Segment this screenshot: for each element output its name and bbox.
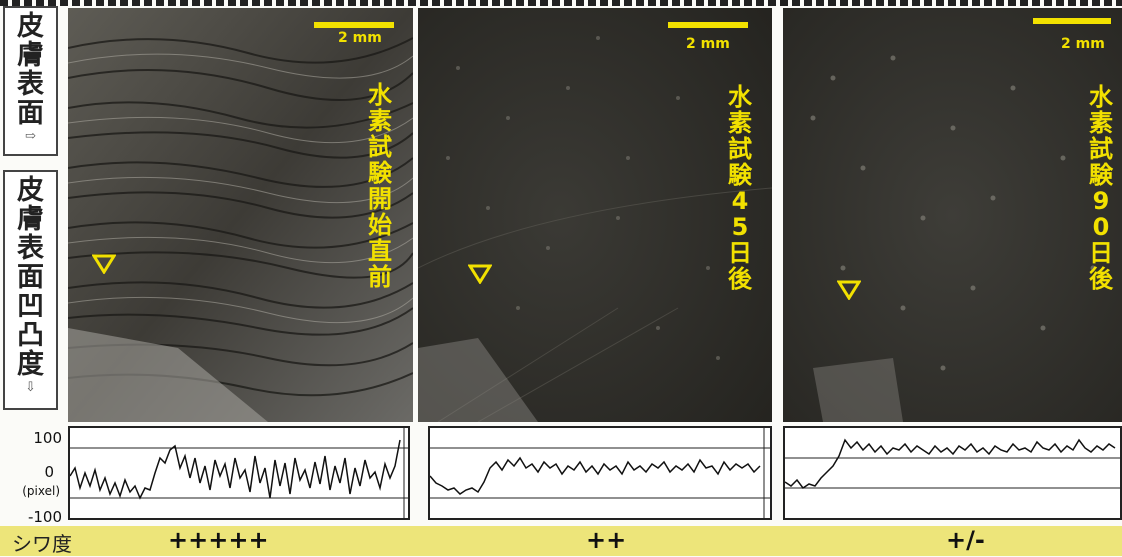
- label-char: 凹: [17, 291, 44, 322]
- scale-label: 2 mm: [338, 30, 382, 46]
- skin-surface-label: 皮 膚 表 面 ⇨: [3, 6, 58, 156]
- triangle-marker-icon: [468, 264, 492, 284]
- skin-photo-90days: 2 mm 水素試験90日後: [783, 8, 1122, 422]
- roughness-profile-before: [68, 426, 410, 520]
- roughness-profile-90days: [783, 426, 1122, 520]
- panel-caption: 水素試験90日後: [1089, 83, 1113, 293]
- label-char: 皮: [17, 11, 44, 42]
- label-char: 度: [17, 349, 44, 380]
- skin-texture-image: [783, 8, 1122, 422]
- label-char: 膚: [17, 204, 44, 235]
- scale-bar: [314, 22, 394, 28]
- top-dashed-border: [0, 0, 1122, 6]
- wrinkle-rating-before: +++++: [168, 526, 269, 554]
- scale-label: 2 mm: [686, 36, 730, 52]
- skin-roughness-label: 皮 膚 表 面 凹 凸 度 ⇩: [3, 170, 58, 410]
- wrinkle-rating-90days: +/-: [946, 526, 985, 554]
- triangle-marker-icon: [837, 280, 861, 300]
- scale-bar: [1033, 18, 1111, 24]
- right-arrow-icon: ⇨: [25, 129, 36, 144]
- panel-caption: 水素試験開始直前: [368, 81, 392, 291]
- profile-plot: [429, 428, 770, 518]
- label-char: 面: [17, 262, 44, 293]
- profile-plot: [784, 438, 1120, 490]
- axis-label-top: 100: [33, 429, 62, 447]
- label-char: 表: [17, 233, 44, 264]
- label-char: 膚: [17, 40, 44, 71]
- skin-texture-image: [418, 8, 772, 422]
- wrinkle-rating-45days: ++: [586, 526, 627, 554]
- panel-caption: 水素試験45日後: [728, 83, 752, 293]
- skin-photo-45days: 2 mm 水素試験45日後: [418, 8, 772, 422]
- label-char: 皮: [17, 175, 44, 206]
- down-arrow-icon: ⇩: [25, 380, 36, 395]
- scale-label: 2 mm: [1061, 36, 1105, 52]
- label-char: 表: [17, 69, 44, 100]
- scale-bar: [668, 22, 748, 28]
- wrinkle-rating-band: シワ度 +++++ ++ +/-: [0, 526, 1122, 556]
- label-char: 凸: [17, 320, 44, 351]
- roughness-profile-45days: [428, 426, 772, 520]
- triangle-marker-icon: [92, 254, 116, 274]
- label-char: 面: [17, 98, 44, 129]
- wrinkle-degree-label: シワ度: [12, 532, 72, 556]
- skin-photo-before: 2 mm 水素試験開始直前: [68, 8, 413, 422]
- axis-label-bottom: -100: [27, 508, 62, 526]
- axis-label-mid: 0: [44, 463, 54, 481]
- profile-plot: [69, 428, 408, 518]
- skin-texture-image: [68, 8, 413, 422]
- axis-unit: (pixel): [22, 484, 60, 498]
